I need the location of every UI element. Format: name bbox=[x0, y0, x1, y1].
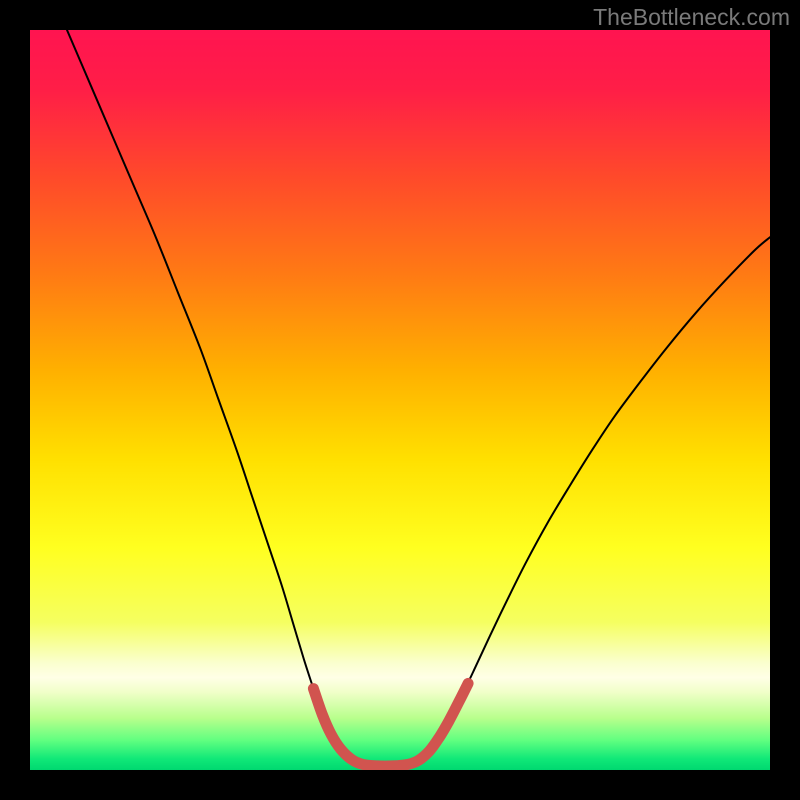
chart-stage: TheBottleneck.com bbox=[0, 0, 800, 800]
chart-svg bbox=[0, 0, 800, 800]
plot-background bbox=[30, 30, 770, 770]
